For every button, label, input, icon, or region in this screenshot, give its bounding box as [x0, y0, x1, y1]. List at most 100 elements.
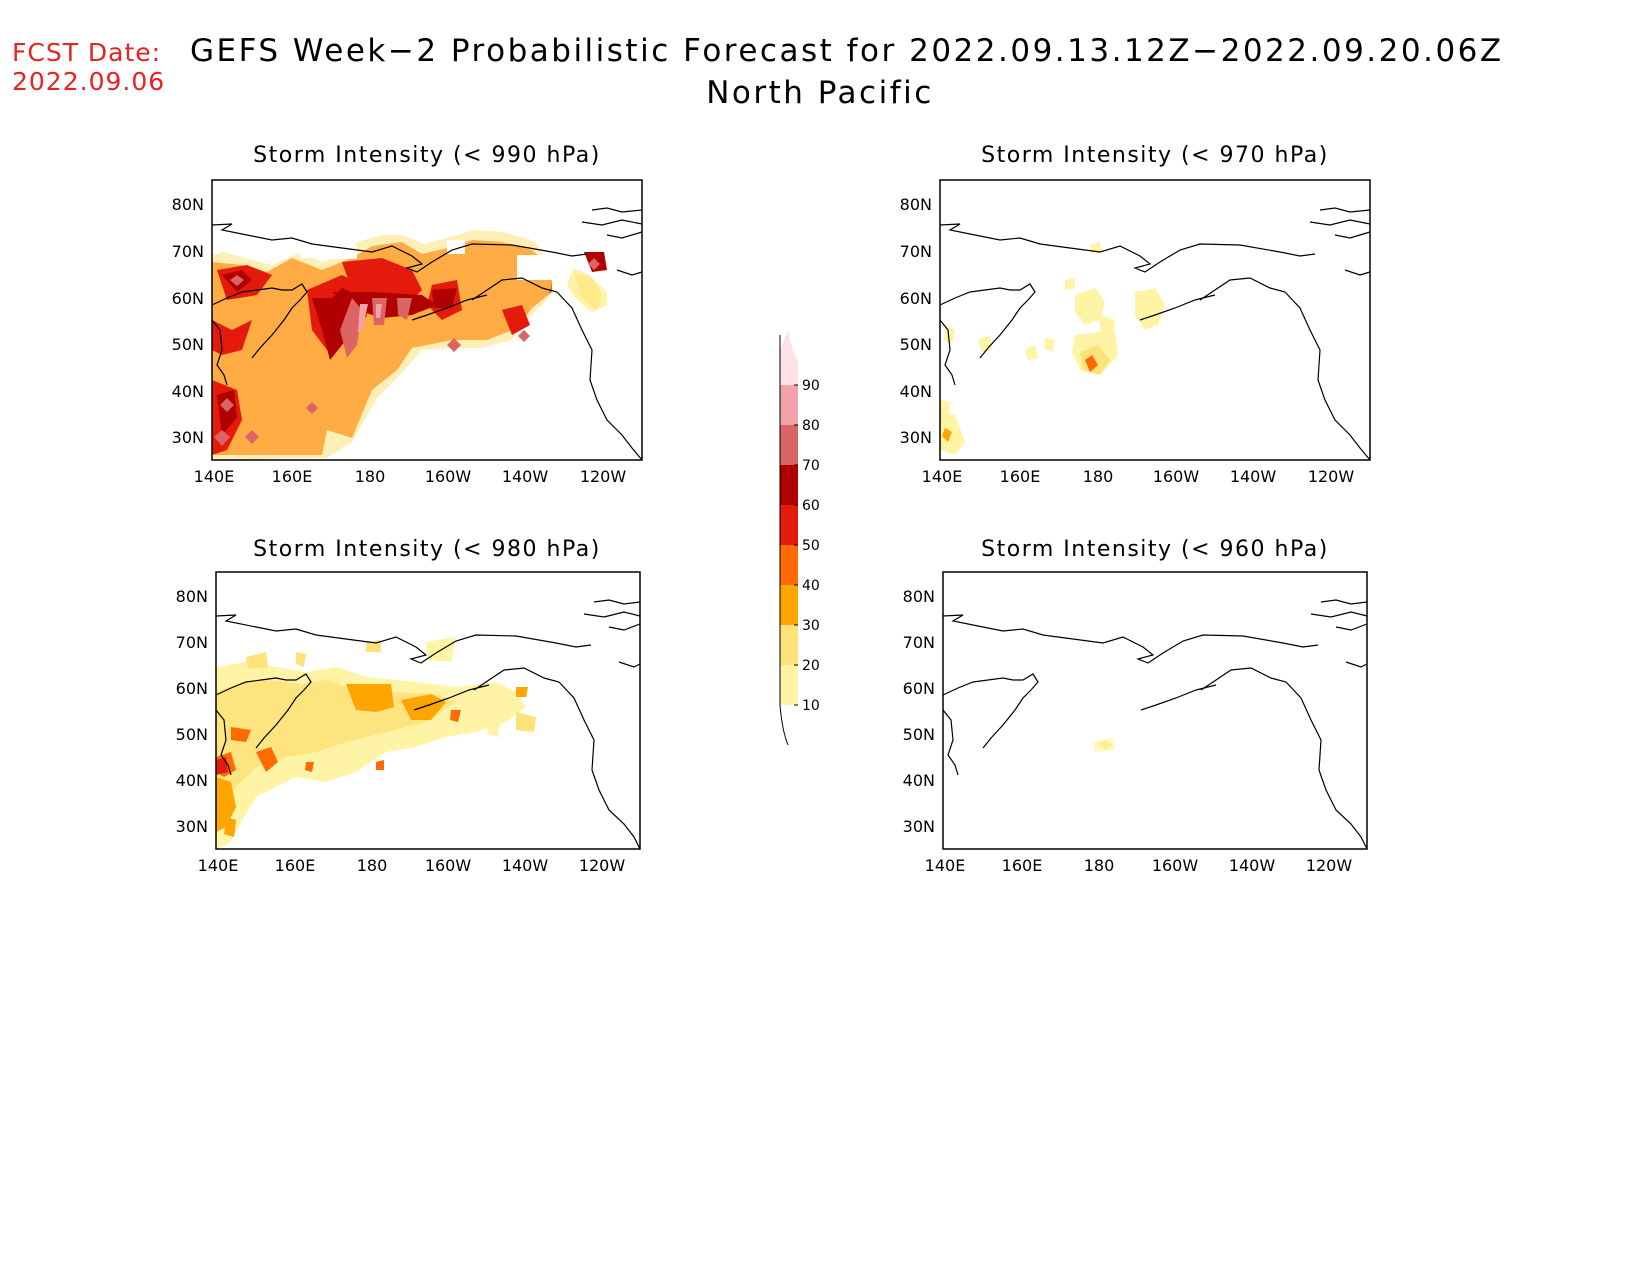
lon-label: 120W: [1306, 856, 1353, 875]
lon-label: 140E: [198, 856, 239, 875]
lat-label: 40N: [900, 382, 932, 401]
colorbar-swatch: [780, 625, 798, 665]
lon-label: 140W: [1230, 467, 1277, 486]
lon-label: 180: [357, 856, 388, 875]
lat-label: 30N: [900, 428, 932, 447]
lon-labels-970: 140E 160E 180 160W 140W 120W: [922, 467, 1355, 486]
map-frame-960: [942, 571, 1368, 850]
colorbar-label: 50: [802, 538, 820, 554]
lon-labels-960: 140E 160E 180 160W 140W 120W: [925, 856, 1353, 875]
lon-labels-980: 140E 160E 180 160W 140W 120W: [198, 856, 626, 875]
colorbar-swatch: [780, 585, 798, 625]
lon-label: 160W: [1153, 467, 1200, 486]
colorbar-swatch: [780, 465, 798, 505]
title-line-1: GEFS Week−2 Probabilistic Forecast for 2…: [190, 33, 1504, 69]
panel-title-970: Storm Intensity (< 970 hPa): [981, 143, 1329, 168]
lat-label: 60N: [903, 679, 935, 698]
lat-labels-990: 80N 70N 60N 50N 40N 30N: [172, 195, 204, 447]
coastlines-970: [939, 207, 1371, 461]
lon-label: 120W: [580, 467, 627, 486]
lon-label: 140W: [1229, 856, 1276, 875]
lat-label: 50N: [903, 725, 935, 744]
colorbar-tail-bottom: [779, 704, 789, 746]
probability-fill-970: [940, 242, 1165, 455]
colorbar-label: 80: [802, 418, 820, 434]
lat-label: 80N: [172, 195, 204, 214]
colorbar-swatch: [780, 385, 798, 425]
lon-label: 160W: [1152, 856, 1199, 875]
lat-label: 40N: [176, 771, 208, 790]
colorbar-swatch: [780, 425, 798, 465]
lon-labels-990: 140E 160E 180 160W 140W 120W: [194, 467, 627, 486]
lon-label: 180: [355, 467, 386, 486]
lon-label: 140E: [922, 467, 963, 486]
lat-label: 80N: [900, 195, 932, 214]
colorbar-swatch: [780, 505, 798, 545]
lat-label: 60N: [900, 289, 932, 308]
fcst-label: FCST Date:: [12, 38, 162, 67]
lat-label: 80N: [903, 587, 935, 606]
lat-label: 40N: [903, 771, 935, 790]
lat-label: 50N: [172, 335, 204, 354]
lat-label: 40N: [172, 382, 204, 401]
lon-label: 160E: [275, 856, 316, 875]
lon-label: 140E: [925, 856, 966, 875]
colorbar-label: 30: [802, 618, 820, 634]
panel-title-980: Storm Intensity (< 980 hPa): [253, 537, 601, 562]
map-frame-980: [215, 571, 641, 850]
panel-title-960: Storm Intensity (< 960 hPa): [981, 537, 1329, 562]
colorbar-label: 40: [802, 578, 820, 594]
lat-label: 70N: [900, 242, 932, 261]
lat-label: 70N: [903, 633, 935, 652]
lat-label: 30N: [176, 817, 208, 836]
colorbar-label: 10: [802, 698, 820, 714]
colorbar-swatch: [780, 665, 798, 705]
fcst-date: 2022.09.06: [12, 67, 166, 96]
lat-labels-970: 80N 70N 60N 50N 40N 30N: [900, 195, 932, 447]
probability-fill-980: [216, 637, 536, 849]
colorbar: 10 20 30 40 50 60 70 80 90: [779, 330, 820, 746]
lon-label: 160E: [1000, 467, 1041, 486]
lon-label: 180: [1083, 467, 1114, 486]
lat-labels-960: 80N 70N 60N 50N 40N 30N: [903, 587, 935, 836]
lat-labels-980: 80N 70N 60N 50N 40N 30N: [176, 587, 208, 836]
colorbar-label: 20: [802, 658, 820, 674]
colorbar-swatch: [780, 330, 798, 385]
lat-label: 50N: [176, 725, 208, 744]
lon-label: 160E: [272, 467, 313, 486]
map-panel-980: 80N 70N 60N 50N 40N 30N 140E 160E 180 16…: [176, 571, 641, 875]
map-panel-970: 80N 70N 60N 50N 40N 30N 140E 160E 180 16…: [900, 179, 1371, 486]
lon-label: 140W: [502, 467, 549, 486]
lat-label: 30N: [172, 428, 204, 447]
lat-label: 80N: [176, 587, 208, 606]
lon-label: 160E: [1002, 856, 1043, 875]
lat-label: 60N: [172, 289, 204, 308]
lon-label: 160W: [425, 856, 472, 875]
lat-label: 50N: [900, 335, 932, 354]
lat-label: 30N: [903, 817, 935, 836]
colorbar-label: 60: [802, 498, 820, 514]
map-frame-970: [939, 179, 1371, 461]
map-frame-990: [211, 179, 643, 461]
map-panel-960: 80N 70N 60N 50N 40N 30N 140E 160E 180 16…: [903, 571, 1368, 875]
colorbar-swatch: [780, 545, 798, 585]
lat-label: 60N: [176, 679, 208, 698]
colorbar-label: 70: [802, 458, 820, 474]
lon-label: 160W: [425, 467, 472, 486]
colorbar-label: 90: [802, 378, 820, 394]
map-panel-990: 80N 70N 60N 50N 40N 30N 140E 160E 180 16…: [172, 179, 643, 486]
coastlines-960: [942, 599, 1368, 850]
coastlines-980: [215, 599, 641, 850]
panel-title-990: Storm Intensity (< 990 hPa): [253, 143, 601, 168]
lon-label: 140E: [194, 467, 235, 486]
lon-label: 180: [1084, 856, 1115, 875]
page-title: GEFS Week−2 Probabilistic Forecast for 2…: [190, 30, 1504, 114]
lon-label: 120W: [1308, 467, 1355, 486]
lat-label: 70N: [176, 633, 208, 652]
forecast-date-label: FCST Date: 2022.09.06: [12, 38, 165, 96]
lon-label: 140W: [502, 856, 549, 875]
coastlines-990: [211, 207, 643, 461]
lat-label: 70N: [172, 242, 204, 261]
probability-fill-960: [1093, 737, 1115, 752]
